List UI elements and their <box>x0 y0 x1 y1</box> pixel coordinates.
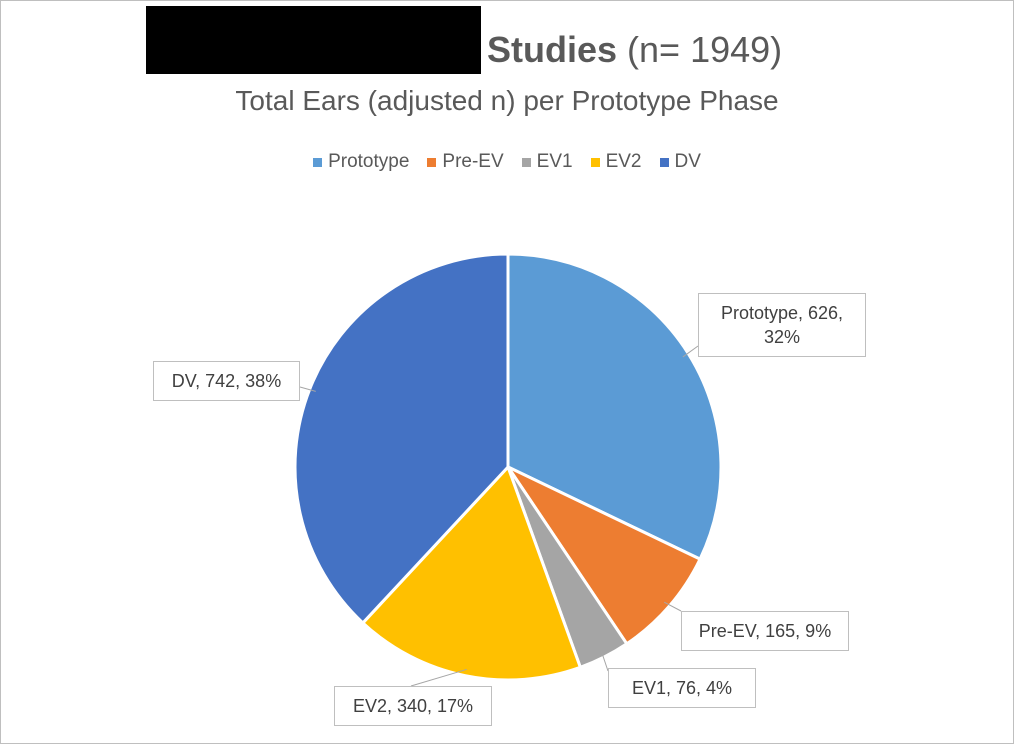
legend-label: Prototype <box>328 151 410 172</box>
leader-line <box>664 601 682 612</box>
leader-line <box>600 651 609 672</box>
legend-label: EV2 <box>605 151 642 172</box>
data-label: EV2, 340, 17% <box>334 686 492 726</box>
title-rest: (n= 1949) <box>627 29 783 70</box>
data-label: Pre-EV, 165, 9% <box>681 611 849 651</box>
legend-label: DV <box>674 151 701 172</box>
legend: Prototype Pre-EV EV1 EV2 DV <box>1 151 1013 173</box>
legend-item: DV <box>659 151 701 173</box>
legend-swatch <box>521 157 531 167</box>
legend-swatch <box>590 157 600 167</box>
chart-subtitle: Total Ears (adjusted n) per Prototype Ph… <box>235 85 779 116</box>
data-label: Prototype, 626, 32% <box>698 293 866 357</box>
legend-item: EV1 <box>521 151 573 173</box>
redaction <box>146 6 481 74</box>
chart-title: Studies (n= 1949) <box>487 29 782 71</box>
legend-swatch <box>313 157 323 167</box>
legend-item: Pre-EV <box>427 151 504 173</box>
legend-swatch <box>427 157 437 167</box>
title-bold: Studies <box>487 29 618 70</box>
legend-item: EV2 <box>590 151 642 173</box>
legend-label: EV1 <box>536 151 573 172</box>
data-label: EV1, 76, 4% <box>608 668 756 708</box>
legend-item: Prototype <box>313 151 409 173</box>
legend-label: Pre-EV <box>442 151 504 172</box>
data-label: DV, 742, 38% <box>153 361 300 401</box>
leader-line <box>410 668 467 687</box>
legend-swatch <box>659 157 669 167</box>
pie-slice <box>503 463 703 646</box>
pie-slice <box>293 252 510 626</box>
leader-line <box>299 386 316 392</box>
pie-slice <box>360 464 583 682</box>
leader-line <box>682 345 699 358</box>
